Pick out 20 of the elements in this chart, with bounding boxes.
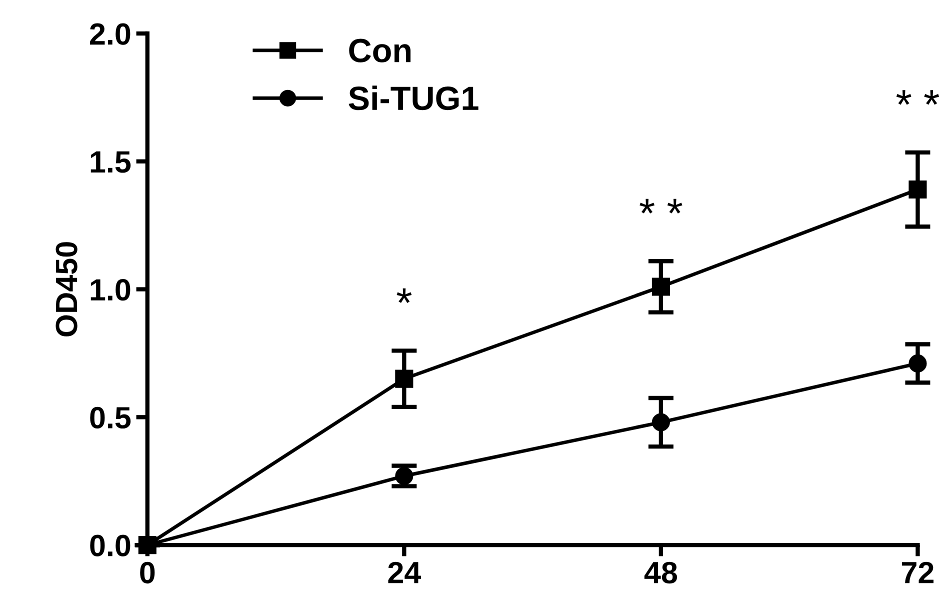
point xyxy=(908,180,927,199)
point xyxy=(395,370,414,388)
annotation: * * xyxy=(640,198,682,214)
x-tick-label: 48 xyxy=(644,562,678,584)
y-axis-title: OD450 xyxy=(56,242,78,336)
x-tick-label: 0 xyxy=(140,562,155,584)
point xyxy=(652,278,670,296)
y-tick-label: 1.0 xyxy=(90,279,130,301)
y-tick-label: 2.0 xyxy=(90,23,130,45)
legend-label: Con xyxy=(349,38,410,62)
x-tick-label: 24 xyxy=(388,562,422,584)
y-tick-label: 0.5 xyxy=(90,406,131,429)
legend-label: Si-TUG1 xyxy=(348,86,478,110)
point xyxy=(908,354,927,372)
annotation: * xyxy=(396,288,412,303)
annotation: * * xyxy=(896,90,940,105)
x-tick-label: 72 xyxy=(902,562,934,584)
y-tick-label: 0.0 xyxy=(90,534,130,556)
point xyxy=(652,413,670,432)
y-tick-label: 1.5 xyxy=(90,151,131,173)
